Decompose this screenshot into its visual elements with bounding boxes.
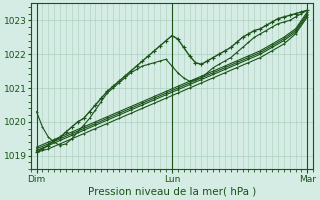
X-axis label: Pression niveau de la mer( hPa ): Pression niveau de la mer( hPa ) (88, 187, 256, 197)
